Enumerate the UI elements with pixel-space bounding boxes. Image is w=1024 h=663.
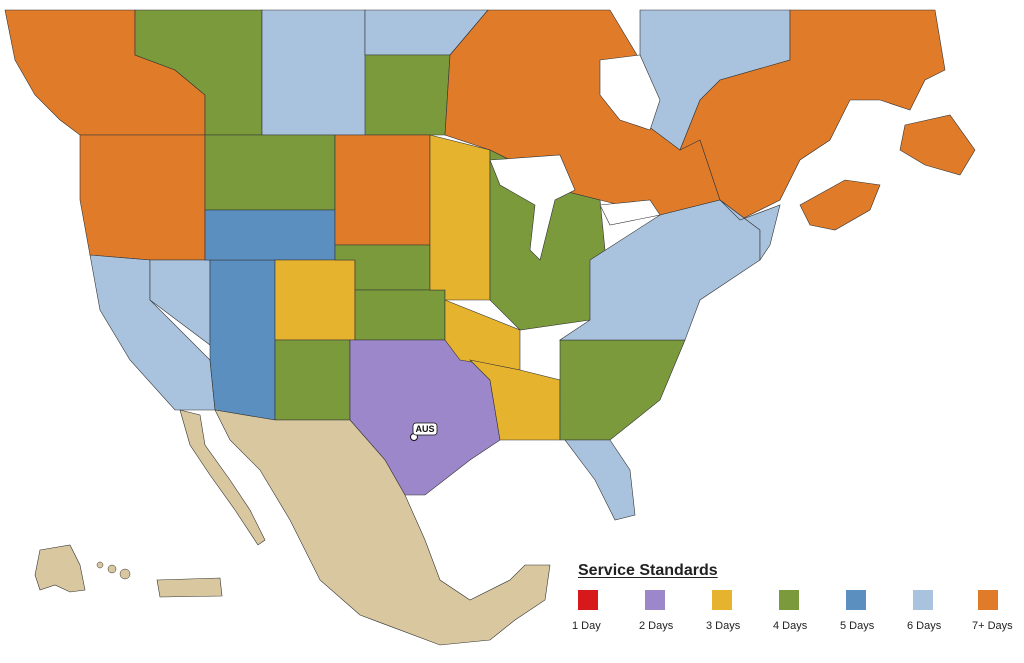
legend-label-5-days: 5 Days bbox=[840, 620, 875, 632]
lake-erie-water bbox=[599, 199, 661, 226]
legend-item-7-plus-days: 7+ Days bbox=[972, 590, 1024, 646]
legend-item-4-days: 4 Days bbox=[773, 590, 843, 646]
puerto-rico-inset bbox=[156, 577, 223, 598]
us-pacific-northwest-orange bbox=[79, 134, 206, 261]
great-lakes-water bbox=[489, 154, 576, 261]
us-georgia-carolinas-green bbox=[559, 339, 686, 441]
legend-swatch-3-days bbox=[712, 590, 732, 610]
baja-california bbox=[179, 409, 266, 546]
legend-item-3-days: 3 Days bbox=[706, 590, 776, 646]
legend-swatch-2-days bbox=[645, 590, 665, 610]
canada-maritimes-orange bbox=[799, 179, 881, 231]
us-kansas-green bbox=[354, 289, 446, 341]
legend-swatch-1-day bbox=[578, 590, 598, 610]
origin-label: AUS bbox=[415, 424, 434, 434]
legend-items: 1 Day 2 Days 3 Days 4 Days 5 Days 6 Days… bbox=[572, 590, 1022, 650]
canada-region bbox=[4, 9, 976, 231]
us-montana-green bbox=[204, 134, 336, 211]
legend-item-2-days: 2 Days bbox=[639, 590, 709, 646]
us-east-blue bbox=[559, 199, 761, 341]
legend-item-5-days: 5 Days bbox=[840, 590, 910, 646]
legend-swatch-5-days bbox=[846, 590, 866, 610]
legend-item-6-days: 6 Days bbox=[907, 590, 977, 646]
legend: Service Standards 1 Day 2 Days 3 Days 4 … bbox=[572, 560, 1022, 652]
us-new-england-blue bbox=[719, 199, 781, 261]
legend-swatch-7-plus-days bbox=[978, 590, 998, 610]
legend-item-1-day: 1 Day bbox=[572, 590, 642, 646]
legend-label-7-plus-days: 7+ Days bbox=[972, 620, 1013, 632]
hudson-bay-water bbox=[599, 54, 661, 131]
origin-marker: AUS bbox=[410, 422, 438, 441]
canada-manitoba-green bbox=[364, 54, 451, 136]
us-region bbox=[79, 134, 781, 521]
hawaii-inset bbox=[96, 561, 131, 580]
us-wyoming-blue bbox=[204, 209, 336, 261]
legend-label-3-days: 3 Days bbox=[706, 620, 741, 632]
us-new-mexico-green bbox=[274, 339, 351, 421]
legend-label-1-day: 1 Day bbox=[572, 620, 601, 632]
us-minnesota-iowa-yellow bbox=[429, 134, 491, 301]
us-southwest-blue bbox=[209, 259, 276, 421]
legend-label-2-days: 2 Days bbox=[639, 620, 674, 632]
legend-label-4-days: 4 Days bbox=[773, 620, 808, 632]
legend-swatch-4-days bbox=[779, 590, 799, 610]
mexico-region bbox=[179, 409, 551, 646]
legend-swatch-6-days bbox=[913, 590, 933, 610]
legend-title: Service Standards bbox=[578, 562, 718, 579]
us-colorado-yellow bbox=[274, 259, 356, 341]
us-dakotas-orange bbox=[334, 134, 431, 246]
mexico-mainland bbox=[214, 409, 551, 646]
canada-east-orange bbox=[679, 9, 946, 221]
legend-label-6-days: 6 Days bbox=[907, 620, 942, 632]
canada-newfoundland-orange bbox=[899, 114, 976, 176]
us-florida-blue bbox=[564, 439, 636, 521]
alaska-inset bbox=[34, 544, 86, 593]
